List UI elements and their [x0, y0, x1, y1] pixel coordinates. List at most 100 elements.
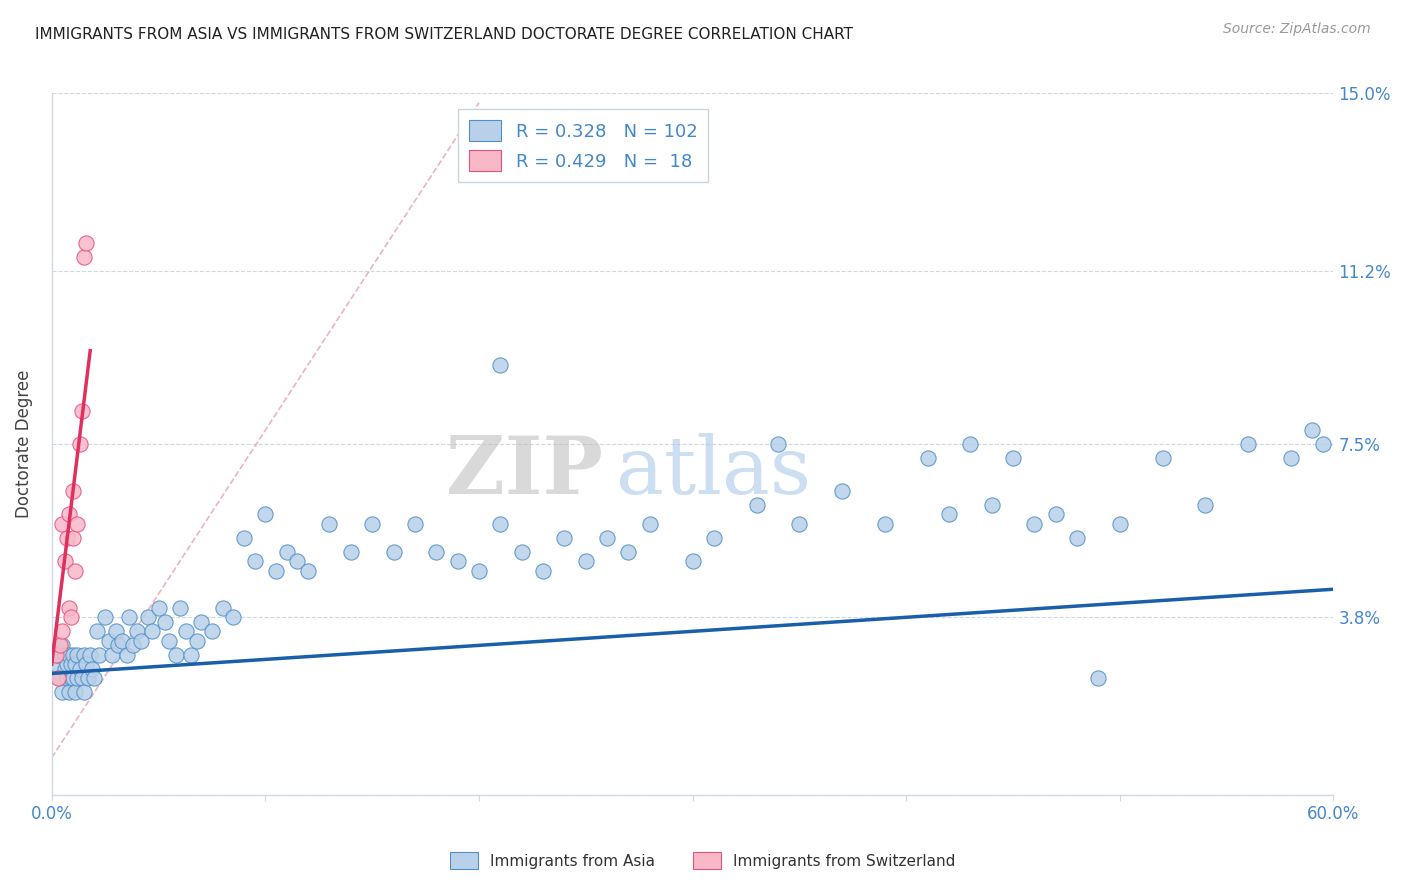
Point	[596, 531, 619, 545]
Point	[70, 671, 93, 685]
Point	[66, 671, 89, 685]
Point	[425, 545, 447, 559]
Point	[1087, 671, 1109, 685]
Point	[468, 564, 491, 578]
Point	[682, 554, 704, 568]
Point	[201, 624, 224, 639]
Point	[45, 648, 67, 662]
Legend: Immigrants from Asia, Immigrants from Switzerland: Immigrants from Asia, Immigrants from Sw…	[444, 846, 962, 875]
Point	[190, 615, 212, 629]
Point	[75, 235, 97, 250]
Point	[1312, 437, 1334, 451]
Point	[917, 451, 939, 466]
Point	[66, 516, 89, 531]
Point	[169, 601, 191, 615]
Point	[53, 554, 76, 568]
Point	[51, 685, 73, 699]
Point	[382, 545, 405, 559]
Point	[404, 516, 426, 531]
Point	[703, 531, 725, 545]
Point	[1108, 516, 1130, 531]
Point	[94, 610, 117, 624]
Point	[46, 671, 69, 685]
Point	[489, 516, 512, 531]
Point	[243, 554, 266, 568]
Point	[1194, 498, 1216, 512]
Point	[65, 657, 87, 671]
Point	[73, 685, 96, 699]
Point	[318, 516, 340, 531]
Point	[361, 516, 384, 531]
Point	[51, 516, 73, 531]
Point	[789, 516, 811, 531]
Text: ZIP: ZIP	[446, 434, 603, 511]
Point	[148, 601, 170, 615]
Point	[69, 662, 91, 676]
Point	[58, 601, 80, 615]
Point	[49, 639, 72, 653]
Point	[489, 358, 512, 372]
Point	[553, 531, 575, 545]
Y-axis label: Doctorate Degree: Doctorate Degree	[15, 370, 32, 518]
Point	[58, 685, 80, 699]
Point	[55, 657, 77, 671]
Point	[79, 648, 101, 662]
Point	[75, 657, 97, 671]
Point	[82, 662, 104, 676]
Point	[58, 648, 80, 662]
Point	[297, 564, 319, 578]
Point	[46, 648, 69, 662]
Text: Source: ZipAtlas.com: Source: ZipAtlas.com	[1223, 22, 1371, 37]
Point	[766, 437, 789, 451]
Point	[51, 624, 73, 639]
Text: atlas: atlas	[616, 434, 811, 511]
Point	[65, 564, 87, 578]
Point	[131, 633, 153, 648]
Point	[340, 545, 363, 559]
Point	[254, 508, 277, 522]
Point	[575, 554, 598, 568]
Point	[66, 648, 89, 662]
Point	[136, 610, 159, 624]
Point	[446, 554, 468, 568]
Point	[745, 498, 768, 512]
Point	[980, 498, 1002, 512]
Point	[62, 483, 84, 498]
Point	[62, 648, 84, 662]
Legend: R = 0.328   N = 102, R = 0.429   N =  18: R = 0.328 N = 102, R = 0.429 N = 18	[458, 110, 709, 182]
Point	[111, 633, 134, 648]
Point	[62, 531, 84, 545]
Point	[264, 564, 287, 578]
Point	[86, 624, 108, 639]
Point	[69, 437, 91, 451]
Point	[49, 671, 72, 685]
Point	[211, 601, 233, 615]
Point	[165, 648, 187, 662]
Point	[617, 545, 640, 559]
Point	[55, 531, 77, 545]
Point	[53, 662, 76, 676]
Point	[180, 648, 202, 662]
Point	[73, 250, 96, 264]
Point	[1279, 451, 1302, 466]
Point	[831, 483, 853, 498]
Point	[176, 624, 198, 639]
Point	[59, 610, 82, 624]
Point	[100, 648, 122, 662]
Point	[77, 671, 100, 685]
Point	[70, 404, 93, 418]
Point	[938, 508, 960, 522]
Point	[186, 633, 208, 648]
Text: IMMIGRANTS FROM ASIA VS IMMIGRANTS FROM SWITZERLAND DOCTORATE DEGREE CORRELATION: IMMIGRANTS FROM ASIA VS IMMIGRANTS FROM …	[35, 27, 853, 42]
Point	[87, 648, 110, 662]
Point	[59, 671, 82, 685]
Point	[157, 633, 180, 648]
Point	[117, 610, 139, 624]
Point	[55, 671, 77, 685]
Point	[276, 545, 298, 559]
Point	[73, 648, 96, 662]
Point	[141, 624, 163, 639]
Point	[1001, 451, 1024, 466]
Point	[53, 648, 76, 662]
Point	[222, 610, 245, 624]
